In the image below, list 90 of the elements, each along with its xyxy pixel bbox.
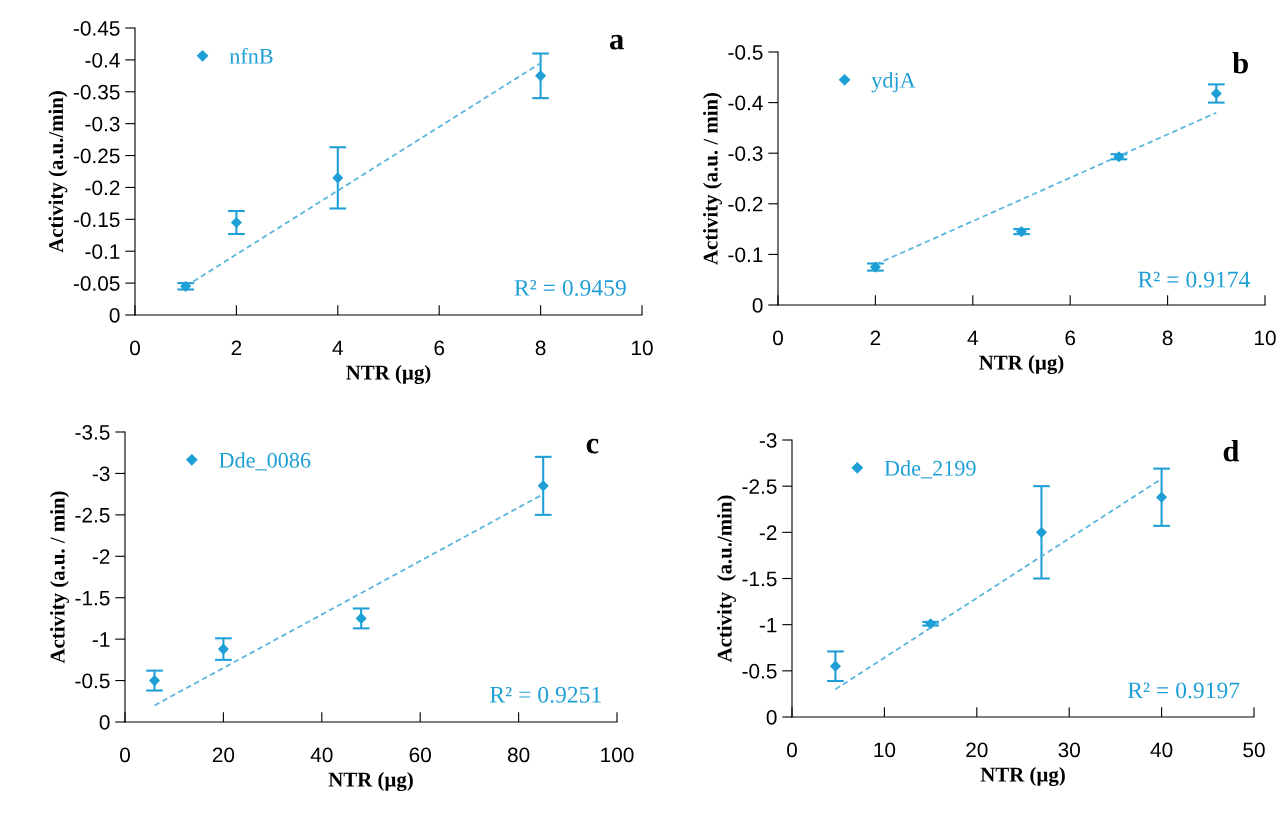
legend-label: ydjA [871, 72, 916, 93]
y-tick-label: -0.15 [73, 212, 120, 228]
x-tick-label: 4 [967, 330, 978, 346]
y-tick-label: -0.3 [728, 146, 763, 161]
x-tick-label: 10 [632, 340, 653, 356]
y-tick-label: -0.1 [728, 247, 763, 263]
y-axis-title: Activity (a.u. / min) [50, 491, 69, 664]
x-tick-label: 20 [966, 742, 988, 758]
x-tick-label: 80 [507, 747, 530, 763]
x-tick-label: 0 [130, 340, 140, 356]
point [1210, 88, 1222, 99]
y-tick-label: 0 [109, 308, 120, 323]
y-tick-label: -0.3 [85, 116, 120, 132]
annotation: b [1232, 52, 1248, 74]
y-tick-label: -0.2 [728, 196, 763, 212]
x-tick-label: 0 [120, 747, 130, 763]
point [1036, 527, 1047, 538]
x-tick-label: 6 [1065, 330, 1076, 346]
legend-label: nfnB [229, 47, 273, 64]
x-tick-label: 2 [231, 340, 242, 356]
y-axis-title: Activity (a.u./min) [717, 495, 736, 663]
point [231, 217, 242, 228]
y-tick-label: -0.25 [73, 148, 120, 164]
point [1156, 491, 1167, 503]
point [830, 660, 841, 672]
point [537, 480, 549, 492]
y-tick-label: -0.4 [85, 52, 120, 68]
y-axis-title: Activity (a.u. / min) [703, 92, 722, 265]
x-tick-label: 30 [1058, 742, 1080, 758]
y-tick-label: -3.5 [75, 425, 110, 440]
x-axis-title: NTR (µg) [346, 364, 431, 385]
y-tick-label: -0.5 [75, 673, 110, 689]
y-tick-label: 0 [99, 715, 110, 730]
point [180, 280, 192, 292]
annotation: a [609, 34, 624, 50]
y-tick-label: 0 [766, 710, 777, 725]
annotation: R² = 0.9459 [514, 279, 626, 296]
x-tick-label: 8 [535, 340, 546, 356]
x-tick-label: 0 [787, 742, 797, 758]
y-tick-label: -2 [92, 549, 110, 564]
x-axis-title: NTR (µg) [979, 354, 1064, 375]
annotation: R² = 0.9197 [1127, 682, 1240, 699]
legend-label: Dde_2199 [884, 460, 976, 479]
x-tick-label: 10 [1255, 330, 1276, 346]
annotation: R² = 0.9251 [490, 686, 601, 703]
point [149, 675, 160, 686]
y-tick-label: -0.5 [742, 663, 777, 679]
legend-label: Dde_0086 [219, 452, 311, 471]
y-tick-label: -0.1 [85, 244, 120, 259]
point [332, 172, 344, 184]
y-tick-label: -0.45 [73, 21, 120, 36]
x-tick-label: 50 [1243, 742, 1265, 758]
x-tick-label: 2 [870, 330, 881, 346]
y-tick-label: -3 [759, 433, 777, 448]
x-axis-title: NTR (µg) [980, 766, 1065, 787]
y-axis-title: Activity (a.u./min) [48, 91, 68, 253]
point [218, 643, 229, 655]
y-tick-label: 0 [752, 298, 763, 313]
y-tick-label: -0.05 [73, 276, 120, 291]
y-tick-label: -2.5 [75, 507, 110, 523]
x-tick-label: 4 [332, 340, 343, 356]
annotation: R² = 0.9174 [1138, 271, 1251, 288]
y-tick-label: -3 [92, 466, 110, 482]
y-tick-label: -0.4 [728, 95, 763, 111]
y-tick-label: -0.5 [728, 45, 763, 60]
point [1113, 151, 1125, 163]
y-tick-label: -1.5 [742, 571, 777, 587]
x-tick-label: 40 [310, 747, 333, 763]
y-tick-label: -1.5 [75, 590, 110, 606]
point [355, 613, 367, 624]
x-axis-title: NTR (µg) [328, 771, 413, 792]
x-tick-label: 6 [434, 340, 445, 356]
point [870, 261, 881, 273]
annotation: d [1223, 440, 1240, 462]
x-tick-label: 100 [601, 747, 634, 763]
y-tick-label: -0.2 [85, 180, 120, 196]
annotation: c [586, 438, 599, 454]
y-tick-label: -1 [92, 632, 110, 647]
x-tick-label: 8 [1162, 330, 1173, 346]
x-tick-label: 40 [1150, 742, 1173, 758]
y-tick-label: -2 [759, 525, 777, 540]
x-tick-label: 20 [212, 747, 235, 763]
y-tick-label: -2.5 [742, 479, 777, 494]
y-tick-label: -1 [759, 617, 777, 633]
x-tick-label: 10 [874, 742, 896, 758]
point [925, 618, 936, 630]
y-tick-label: -0.35 [73, 84, 120, 100]
point [535, 70, 546, 82]
point [1016, 226, 1027, 237]
x-tick-label: 60 [409, 747, 431, 763]
